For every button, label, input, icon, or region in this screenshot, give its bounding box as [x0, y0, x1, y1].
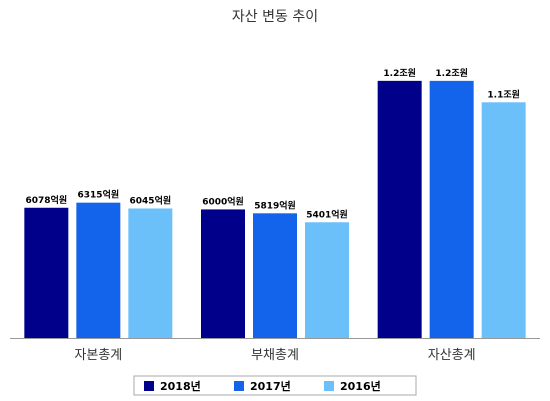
bar-value-label: 1.2조원 [383, 67, 416, 79]
legend-item: 2018년 [160, 379, 201, 393]
bar-value-label: 5401억원 [306, 208, 348, 220]
legend-swatch [324, 381, 334, 391]
legend-item: 2016년 [340, 379, 381, 393]
bar-0-2 [128, 208, 173, 338]
bar-1-2 [305, 222, 349, 338]
bar-value-label: 6078억원 [26, 194, 68, 206]
bar-1-0 [201, 209, 245, 338]
bar-0-1 [76, 202, 121, 338]
bar-value-label: 6315억원 [78, 189, 120, 201]
category-label: 부채총계 [251, 348, 299, 363]
legend-swatch [144, 381, 154, 391]
bar-value-label: 5819억원 [254, 199, 296, 211]
bar-value-label: 6045억원 [130, 194, 172, 206]
bar-0-0 [24, 207, 69, 338]
bar-value-label: 1.2조원 [435, 67, 468, 79]
category-label: 자산총계 [428, 348, 476, 363]
bar-2-1 [429, 80, 474, 338]
bar-value-label: 6000억원 [202, 195, 244, 207]
legend-item: 2017년 [250, 379, 291, 393]
bar-2-0 [377, 80, 422, 338]
bar-2-2 [481, 102, 526, 339]
category-label: 자본총계 [74, 348, 122, 363]
bar-1-1 [253, 213, 297, 338]
bar-value-label: 1.1조원 [487, 88, 520, 100]
legend-swatch [234, 381, 244, 391]
legend-box [133, 375, 417, 396]
chart-title: 자산 변동 추이 [231, 9, 319, 25]
